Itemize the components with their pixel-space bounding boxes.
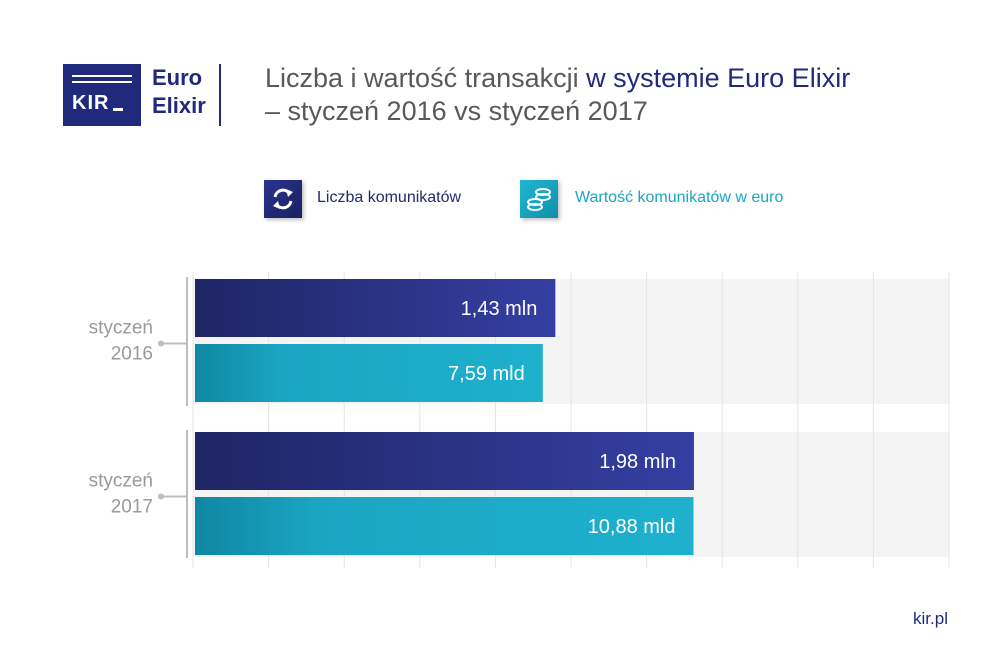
euro-logo-line1: Euro — [152, 65, 203, 90]
title-plain: Liczba i wartość transakcji — [265, 63, 587, 93]
category-label-line2: 2016 — [111, 344, 153, 365]
category-tick-dot — [158, 340, 164, 347]
category-tick-dot — [158, 493, 164, 500]
bar-label-count: 1,43 mln — [461, 298, 538, 320]
euro-logo-line2: Elixir — [152, 93, 206, 118]
logo-line — [72, 81, 132, 83]
page-title: Liczba i wartość transakcji w systemie E… — [265, 62, 850, 128]
category-label-line1: styczeń — [89, 318, 153, 339]
euro-elixir-logo: Euro Elixir — [152, 64, 206, 120]
header-divider — [219, 64, 221, 126]
bar-value — [195, 497, 694, 555]
category-label-line1: styczeń — [89, 471, 153, 492]
bar-count — [195, 279, 556, 337]
title-accent: w systemie Euro Elixir — [586, 63, 851, 93]
bar-label-value: 10,88 mld — [588, 516, 676, 538]
category-label-line2: 2017 — [111, 497, 153, 518]
title-line2: – styczeń 2016 vs styczeń 2017 — [265, 96, 648, 126]
coin-stack-icon — [520, 180, 558, 218]
legend-label-count: Liczba komunikatów — [317, 189, 462, 206]
legend-label-value: Wartość komunikatów w euro — [575, 189, 784, 206]
logo-underscore — [113, 108, 123, 111]
bar-label-value: 7,59 mld — [448, 363, 525, 385]
bar-label-count: 1,98 mln — [599, 451, 676, 473]
footer-site-link[interactable]: kir.pl — [913, 609, 948, 628]
kir-logo-text: KIR — [72, 92, 110, 114]
logo-line — [72, 75, 132, 77]
bar-value — [195, 344, 543, 402]
refresh-arrows-icon — [264, 180, 302, 218]
kir-logo: KIR — [63, 64, 141, 126]
bar-count — [195, 432, 694, 490]
